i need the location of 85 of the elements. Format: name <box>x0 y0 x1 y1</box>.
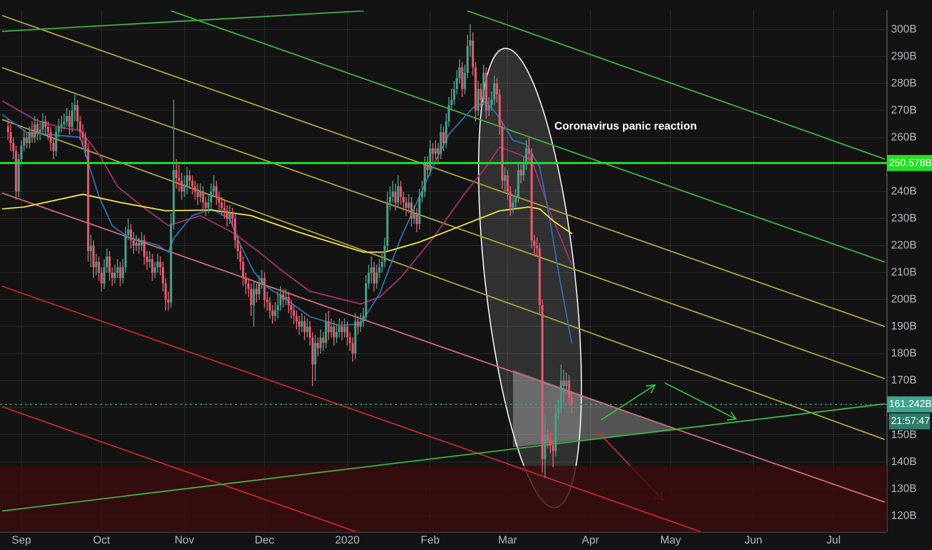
y-tick-label: 240B <box>891 186 917 198</box>
y-tick-label: 290B <box>891 50 917 63</box>
candlestick <box>344 318 346 338</box>
candlestick <box>314 334 316 382</box>
x-tick-label: May <box>660 534 682 547</box>
x-tick-label: Dec <box>254 534 275 547</box>
candlestick <box>34 115 36 144</box>
candlestick <box>410 196 413 228</box>
candlestick <box>95 253 98 276</box>
y-tick-label: 230B <box>891 212 917 225</box>
candlestick <box>306 318 308 338</box>
candlestick <box>140 232 143 252</box>
candlestick <box>316 336 320 357</box>
x-tick-label: 2020 <box>335 534 360 547</box>
candlestick <box>26 132 28 149</box>
y-tick-label: 150B <box>891 428 917 441</box>
candlestick <box>396 174 400 208</box>
candlestick <box>148 250 151 268</box>
candlestick <box>68 110 71 136</box>
text: 21:57:47 <box>891 416 930 428</box>
y-tick-label: 120B <box>891 510 917 522</box>
candlestick <box>90 234 92 268</box>
candlestick <box>92 240 95 279</box>
x-tick-label: Mar <box>498 534 518 547</box>
x-tick-label: Jun <box>744 534 762 547</box>
x-tick-label: Feb <box>420 534 440 547</box>
candlestick <box>520 164 522 184</box>
x-tick-label: Oct <box>92 534 110 547</box>
candlestick <box>394 183 397 212</box>
candlestick <box>199 183 202 203</box>
y-tick-label: 260B <box>891 132 917 144</box>
y-tick-label: 220B <box>891 240 917 252</box>
candlestick <box>565 372 568 395</box>
candlestick <box>119 261 122 287</box>
x-tick-label: Apr <box>582 534 600 547</box>
ref-line-label: 250.578B <box>889 158 932 169</box>
candlestick <box>340 320 344 341</box>
candlestick <box>416 207 418 233</box>
candlestick <box>432 142 434 162</box>
y-tick-label: 200B <box>891 294 917 306</box>
y-tick-label: 280B <box>891 78 917 90</box>
candlestick <box>252 280 255 328</box>
y-tick-label: 180B <box>891 348 917 360</box>
y-tick-label: 130B <box>891 482 917 495</box>
annotation: Coronavirus panic reaction <box>554 120 698 132</box>
candlestick <box>66 107 68 128</box>
candlestick <box>480 83 482 108</box>
candlestick <box>440 124 442 160</box>
candlestick <box>324 312 328 349</box>
y-tick-label: 270B <box>891 104 917 117</box>
candlestick <box>151 253 154 282</box>
candlestick <box>562 369 565 403</box>
candlestick <box>504 166 506 192</box>
candlestick <box>413 204 416 225</box>
x-tick-label: Sep <box>12 534 32 547</box>
candlestick <box>228 204 231 225</box>
x-tick-label: Jul <box>826 534 841 547</box>
candlestick <box>282 288 284 308</box>
candlestick <box>372 261 376 292</box>
candlestick <box>461 61 464 98</box>
candlestick <box>36 118 39 141</box>
candlestick <box>255 282 258 303</box>
candlestick <box>442 126 445 152</box>
candlestick <box>196 183 199 206</box>
y-tick-label: 140B <box>891 456 917 468</box>
candlestick <box>408 194 410 214</box>
candlestick <box>426 156 429 179</box>
x-tick-label: Nov <box>174 534 195 547</box>
candlestick <box>175 158 178 190</box>
candlestick <box>437 142 440 162</box>
ref-line-label: 161.242B <box>889 399 932 410</box>
candlestick <box>135 234 138 252</box>
y-tick-label: 170B <box>891 374 917 387</box>
candlestick <box>28 126 30 149</box>
candlestick <box>322 332 324 352</box>
candlestick <box>30 120 34 144</box>
candlestick <box>332 320 336 346</box>
candlestick <box>330 318 332 338</box>
candlestick <box>320 328 322 354</box>
y-tick-label: 210B <box>891 266 917 279</box>
candlestick <box>477 80 480 116</box>
candlestick <box>434 140 437 160</box>
y-tick-label: 300B <box>891 24 917 36</box>
candlestick <box>263 272 266 308</box>
y-tick-label: 190B <box>891 320 917 333</box>
